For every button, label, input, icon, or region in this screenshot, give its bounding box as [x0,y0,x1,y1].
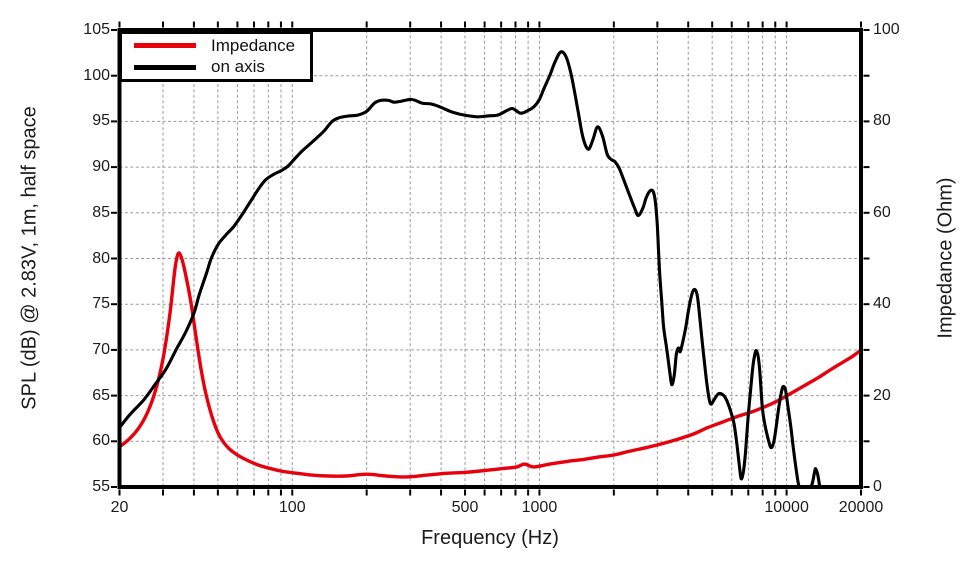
y-left-tick-label: 75 [92,295,110,313]
impedance-curve [117,251,863,479]
y-left-tick-label: 100 [83,66,110,84]
legend-row-impedance: Impedance [122,36,310,56]
legend-row-on-axis: on axis [122,57,310,77]
y-left-tick-label: 80 [92,249,110,267]
plot-frame [117,28,863,489]
on-axis-curve [117,50,823,489]
x-tick-label: 500 [451,499,479,516]
y-left-tick-label: 105 [83,21,110,38]
y-left-tick-label: 60 [92,432,110,450]
y-right-tick-label: 0 [873,478,882,495]
y-left-tick-label: 90 [92,158,110,176]
x-tick-label: 20 [110,499,129,516]
on-axis-line-swatch [134,64,196,70]
legend-label-on-axis: on axis [211,57,265,77]
legend: Impedance on axis [119,31,313,82]
y-left-tick-label: 70 [92,340,110,358]
x-tick-label: 10000 [764,499,809,516]
x-axis-title: Frequency (Hz) [421,527,559,549]
x-tick-label: 100 [278,499,306,516]
y-left-tick-label: 55 [92,478,110,495]
y-left-tick-label: 85 [92,203,110,221]
impedance-line-swatch [134,43,196,49]
right-y-axis-title: Impedance (Ohm) [934,177,957,339]
y-left-tick-label: 95 [92,112,110,130]
y-right-tick-label: 60 [873,203,891,221]
y-right-tick-label: 100 [873,21,900,38]
left-y-axis-title: SPL (dB) @ 2.83V, 1m, half space [18,106,41,410]
y-right-tick-label: 80 [873,112,891,130]
y-right-tick-label: 40 [873,295,891,313]
x-tick-label: 20000 [838,499,884,516]
y-right-tick-label: 20 [873,386,891,404]
legend-label-impedance: Impedance [211,35,296,55]
x-tick-label: 1000 [521,499,558,516]
y-left-tick-label: 65 [92,386,110,404]
